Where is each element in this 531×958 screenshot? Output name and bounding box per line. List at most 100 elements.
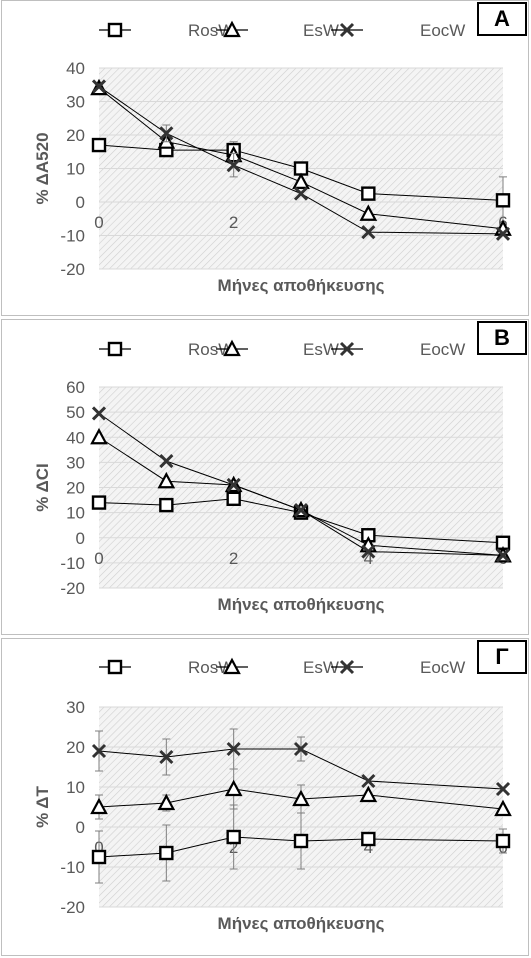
chart-b: -20-1001020304050600246Μήνες αποθήκευσης…	[33, 339, 512, 614]
series-eocw	[91, 728, 511, 797]
y-tick-label: 40	[66, 59, 85, 78]
y-tick-label: -10	[60, 858, 85, 877]
legend-label: EocW	[420, 21, 465, 40]
data-point	[359, 204, 378, 221]
y-tick-label: 50	[66, 403, 85, 422]
data-point	[91, 79, 107, 94]
x-axis-label: Μήνες αποθήκευσης	[218, 595, 385, 614]
legend-label: RosW	[188, 340, 234, 359]
data-point	[494, 799, 512, 817]
y-axis-label: % ΔCI	[33, 463, 52, 511]
legend-label: EsW	[303, 21, 339, 40]
legend-label: RosW	[188, 658, 234, 677]
legend-entry-esw: EsW	[216, 20, 339, 40]
series-line	[98, 748, 504, 790]
data-point	[226, 741, 241, 757]
series-eocw	[91, 79, 511, 241]
data-point	[495, 833, 511, 849]
y-tick-label: -20	[60, 260, 85, 279]
y-tick-label: 30	[66, 453, 85, 472]
y-tick-label: -20	[60, 898, 85, 917]
y-tick-label: 10	[66, 504, 85, 523]
data-point	[159, 497, 174, 513]
y-tick-label: 10	[66, 160, 85, 179]
series-line	[98, 86, 504, 235]
data-point	[157, 471, 176, 489]
series-rosw	[91, 804, 511, 884]
legend-entry-eocw: EocW	[331, 340, 465, 359]
data-point	[495, 226, 511, 241]
x-tick-label: 4	[364, 838, 373, 857]
data-point	[293, 186, 309, 201]
series-eocw	[91, 406, 511, 563]
data-point	[159, 454, 174, 469]
series-line	[98, 498, 504, 544]
data-point	[159, 749, 174, 765]
y-tick-label: 0	[76, 193, 85, 212]
legend-entry-rosw: RosW	[99, 21, 234, 40]
y-tick-label: -10	[60, 227, 85, 246]
legend-entry-esw: EsW	[216, 657, 339, 677]
data-point	[292, 172, 310, 189]
data-point	[293, 741, 309, 757]
data-point	[91, 406, 107, 421]
y-tick-label: 60	[66, 378, 85, 397]
y-tick-label: -20	[60, 579, 85, 598]
legend-label: RosW	[188, 21, 234, 40]
data-point	[226, 491, 241, 507]
panel-label-a: A	[477, 2, 527, 36]
legend-marker	[107, 659, 123, 675]
series-line	[98, 836, 504, 858]
data-point	[359, 785, 378, 803]
panel-a: -20-10010203040026Μήνες αποθήκευσης% ΔA5…	[1, 0, 529, 316]
series-line	[98, 144, 504, 201]
panel-label-b: B	[477, 321, 527, 355]
legend-entry-eocw: EocW	[331, 21, 465, 40]
y-tick-label: 0	[76, 818, 85, 837]
data-point	[90, 427, 108, 445]
y-axis-label: % ΔA520	[33, 132, 52, 204]
legend-label: EsW	[303, 340, 339, 359]
legend-marker	[107, 22, 123, 38]
legend-marker	[223, 339, 241, 357]
data-point	[495, 193, 511, 208]
y-tick-label: 30	[66, 698, 85, 717]
data-point	[226, 158, 241, 173]
data-point	[361, 544, 376, 559]
y-tick-label: 20	[66, 126, 85, 145]
series-line	[98, 87, 504, 230]
data-point	[495, 781, 511, 797]
legend-marker	[339, 22, 355, 38]
x-tick-label: 0	[94, 213, 103, 232]
x-tick-label: 2	[229, 213, 238, 232]
x-tick-label: 2	[229, 549, 238, 568]
legend-label: EocW	[420, 340, 465, 359]
legend-marker	[339, 659, 355, 675]
legend-label: EsW	[303, 658, 339, 677]
data-point	[91, 137, 107, 153]
panel-label-gamma: Γ	[477, 640, 527, 674]
legend-entry-rosw: RosW	[99, 340, 234, 359]
data-point	[159, 126, 174, 141]
x-tick-label: 4	[364, 549, 373, 568]
legend-label: EocW	[420, 658, 465, 677]
legend-entry-esw: EsW	[216, 339, 339, 359]
data-point	[361, 831, 376, 847]
chart-a: -20-10010203040026Μήνες αποθήκευσης% ΔA5…	[33, 20, 512, 295]
data-point	[157, 793, 176, 811]
data-point	[91, 849, 107, 865]
series-line	[98, 788, 504, 810]
y-tick-label: 40	[66, 428, 85, 447]
y-axis-label: % ΔT	[33, 785, 52, 827]
series-esw	[90, 768, 512, 820]
data-point	[226, 829, 241, 845]
legend-marker	[223, 657, 241, 675]
data-point	[226, 477, 241, 493]
data-point	[361, 773, 376, 789]
legend-marker	[339, 341, 355, 357]
data-point	[292, 789, 310, 807]
data-point	[361, 225, 376, 240]
x-axis-label: Μήνες αποθήκευσης	[218, 914, 385, 933]
legend-entry-rosw: RosW	[99, 658, 234, 677]
